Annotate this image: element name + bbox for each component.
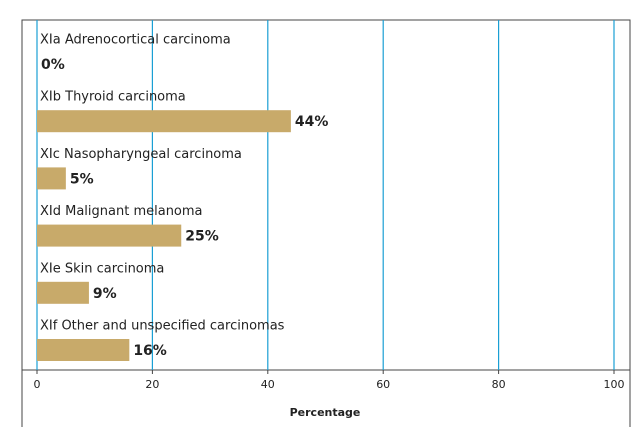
- category-label: XId Malignant melanoma: [40, 204, 203, 219]
- value-label: 0%: [41, 57, 65, 73]
- frame: [21, 19, 631, 427]
- bar: [37, 224, 182, 247]
- category-label: XIb Thyroid carcinoma: [40, 90, 186, 105]
- bar: [37, 110, 291, 133]
- value-label: 25%: [185, 229, 219, 245]
- x-axis-title: Percentage: [290, 406, 361, 419]
- x-tick-label: 40: [261, 378, 275, 391]
- x-tick-label: 20: [145, 378, 159, 391]
- x-tick-label: 60: [376, 378, 390, 391]
- bar: [37, 339, 130, 361]
- category-label: XIa Adrenocortical carcinoma: [40, 33, 231, 48]
- bar: [37, 281, 89, 304]
- category-label: XIc Nasopharyngeal carcinoma: [40, 147, 242, 162]
- bar: [37, 167, 66, 190]
- value-label: 5%: [70, 171, 94, 187]
- value-label: 16%: [133, 343, 167, 359]
- x-tick-label: 100: [604, 378, 625, 391]
- category-label: XIe Skin carcinoma: [40, 261, 164, 276]
- category-label: XIf Other and unspecified carcinomas: [40, 319, 285, 334]
- x-tick-label: 0: [34, 378, 41, 391]
- value-label: 9%: [93, 286, 117, 302]
- x-tick-label: 80: [492, 378, 506, 391]
- value-label: 44%: [295, 114, 329, 130]
